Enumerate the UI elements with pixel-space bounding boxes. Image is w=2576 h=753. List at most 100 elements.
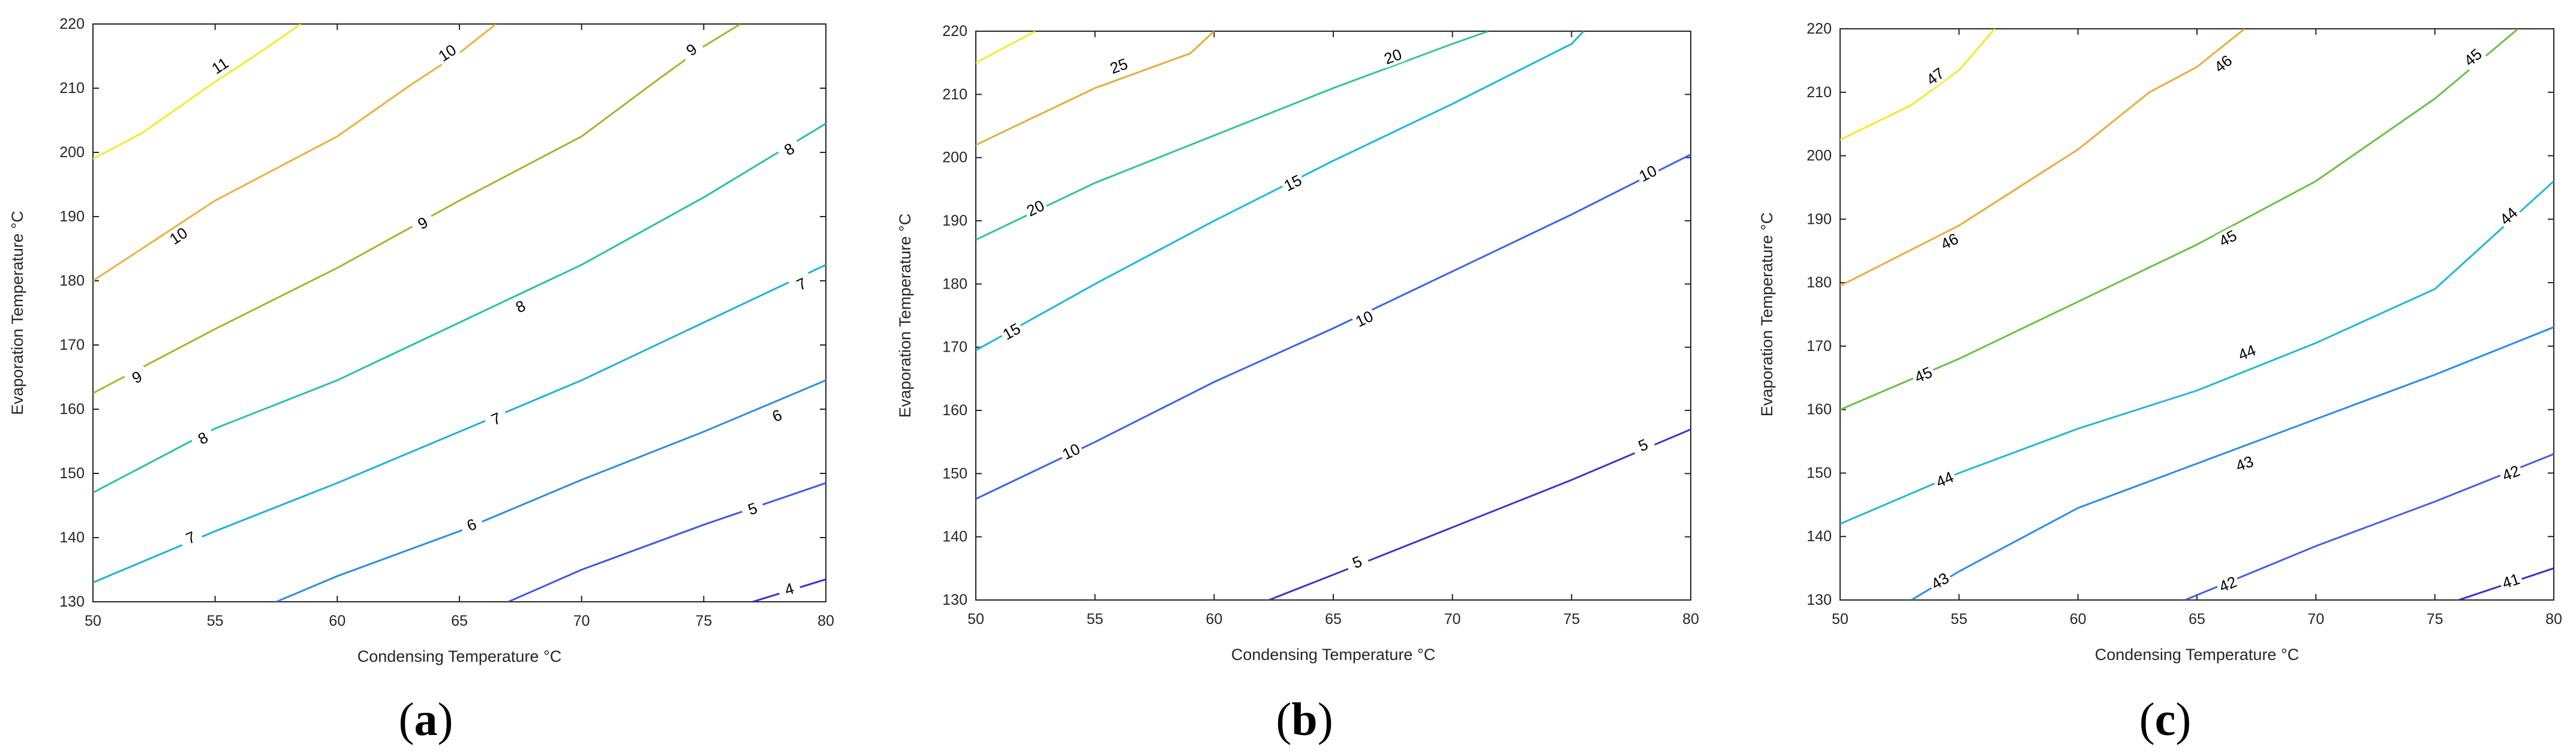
contour-label-bg <box>2214 226 2242 251</box>
contour-label-bg <box>2209 50 2237 77</box>
contour-label-bg <box>2498 569 2524 593</box>
contour-label-bg <box>1910 362 1937 387</box>
contour-label-bg <box>1379 44 1406 68</box>
contour-line-42 <box>2184 453 2554 600</box>
plot-area-b <box>975 31 1691 601</box>
contour-line-20 <box>976 31 1489 241</box>
contour-label-bg <box>458 512 485 537</box>
contour-line-43 <box>1911 326 2554 600</box>
contour-label-43: 43 <box>1928 569 1952 593</box>
y-axis-label: Evaporation Temperature °C <box>8 211 26 415</box>
contour-label-bg <box>1057 439 1085 464</box>
contour-label-bg <box>740 497 766 520</box>
contour-label-bg <box>1351 306 1378 331</box>
y-tick-label: 160 <box>942 402 967 419</box>
contour-label-bg <box>678 36 705 63</box>
contour-label-bg <box>2234 340 2261 365</box>
contour-label-bg <box>788 272 815 296</box>
y-tick-label: 150 <box>59 465 85 482</box>
contour-label-bg <box>507 294 534 319</box>
contour-label-bg <box>1634 161 1661 186</box>
contour-label-20: 20 <box>1024 196 1047 220</box>
contour-line-45 <box>1840 29 2519 411</box>
contour-label-bg <box>206 52 234 79</box>
contour-label-bg <box>1931 467 1958 491</box>
contour-label-bg <box>998 319 1026 344</box>
y-tick-label: 210 <box>1806 84 1832 101</box>
contour-label-bg <box>1921 63 1949 90</box>
y-tick-label: 140 <box>1806 528 1832 545</box>
contour-line-15 <box>976 31 1585 352</box>
contour-label-10: 10 <box>435 41 459 65</box>
x-tick-label: 50 <box>1832 611 1848 628</box>
x-tick-label: 80 <box>1682 611 1699 628</box>
x-tick-label: 55 <box>1950 611 1967 628</box>
contour-label-bg <box>2214 572 2241 596</box>
contour-label-bg <box>1926 568 1954 594</box>
contour-label-bg <box>1279 170 1306 196</box>
y-tick-label: 130 <box>942 592 967 608</box>
contour-label-47: 47 <box>1923 64 1947 89</box>
contour-label-44: 44 <box>2496 203 2521 229</box>
contour-label-bg <box>1343 550 1370 574</box>
y-tick-label: 190 <box>942 212 967 229</box>
contour-label-10: 10 <box>166 224 191 248</box>
contour-label-bg <box>189 425 217 451</box>
y-tick-label: 180 <box>1806 274 1832 291</box>
y-axis-label: Evaporation Temperature °C <box>896 214 914 418</box>
plot-area-a <box>92 23 826 602</box>
contour-label-bg <box>2497 461 2524 485</box>
plot-area-c <box>1839 28 2554 601</box>
y-tick-label: 210 <box>942 86 967 103</box>
y-tick-label: 220 <box>942 23 967 40</box>
y-tick-label: 200 <box>59 144 85 161</box>
contour-line-11 <box>93 24 302 160</box>
contour-line-7 <box>93 263 826 584</box>
x-tick-label: 80 <box>2545 611 2562 628</box>
x-axis-label: Condensing Temperature °C <box>357 647 562 665</box>
contour-label-10: 10 <box>1059 440 1083 464</box>
y-tick-label: 210 <box>59 80 85 97</box>
y-tick-label: 190 <box>1806 211 1832 227</box>
contour-line-10 <box>976 154 1691 500</box>
contour-label-15: 15 <box>1000 319 1024 343</box>
contour-label-bg <box>1936 229 1963 254</box>
contour-label-bg <box>1105 54 1132 78</box>
contour-line-6 <box>275 379 826 602</box>
y-tick-label: 190 <box>59 208 85 225</box>
x-axis-label: Condensing Temperature °C <box>1231 646 1436 664</box>
contour-label-bg <box>1022 196 1049 221</box>
contour-line-44 <box>1840 180 2554 525</box>
x-tick-label: 60 <box>329 613 345 629</box>
contour-line-5 <box>507 482 826 602</box>
contour-label-bg <box>2231 452 2258 475</box>
panel-label-c: (c) <box>2139 693 2192 745</box>
y-tick-label: 150 <box>1806 464 1832 481</box>
x-tick-label: 55 <box>207 613 224 629</box>
chart-panel-c: 50 55 60 65 70 75 80 130 140 150 160 170 180 190 200 21… <box>1758 20 2562 745</box>
x-tick-label: 75 <box>695 613 712 629</box>
y-tick-label: 150 <box>942 465 967 482</box>
y-tick-label: 160 <box>1806 401 1832 418</box>
contour-line-10 <box>93 24 497 282</box>
x-tick-label: 65 <box>2189 611 2205 628</box>
y-tick-label: 170 <box>1806 338 1832 355</box>
x-tick-label: 70 <box>1444 611 1461 628</box>
panel-label-a: (a) <box>399 693 453 745</box>
y-tick-label: 170 <box>942 339 967 356</box>
y-tick-label: 180 <box>942 275 967 292</box>
y-tick-label: 200 <box>942 149 967 166</box>
x-tick-label: 70 <box>573 613 590 629</box>
y-tick-label: 170 <box>59 337 85 353</box>
contour-label-15: 15 <box>1281 171 1304 195</box>
contour-label-45: 45 <box>2216 226 2240 250</box>
chart-panel-b: 50 55 60 65 70 75 80 130 140 150 160 170 180 190 200 21… <box>896 23 1699 745</box>
contour-label-10: 10 <box>1636 161 1660 185</box>
contour-line-30 <box>976 31 1036 64</box>
y-tick-label: 130 <box>1806 592 1832 608</box>
contour-label-bg <box>177 526 204 550</box>
x-tick-label: 55 <box>1087 611 1104 628</box>
contour-line-9 <box>93 24 741 394</box>
y-tick-label: 130 <box>59 593 85 610</box>
